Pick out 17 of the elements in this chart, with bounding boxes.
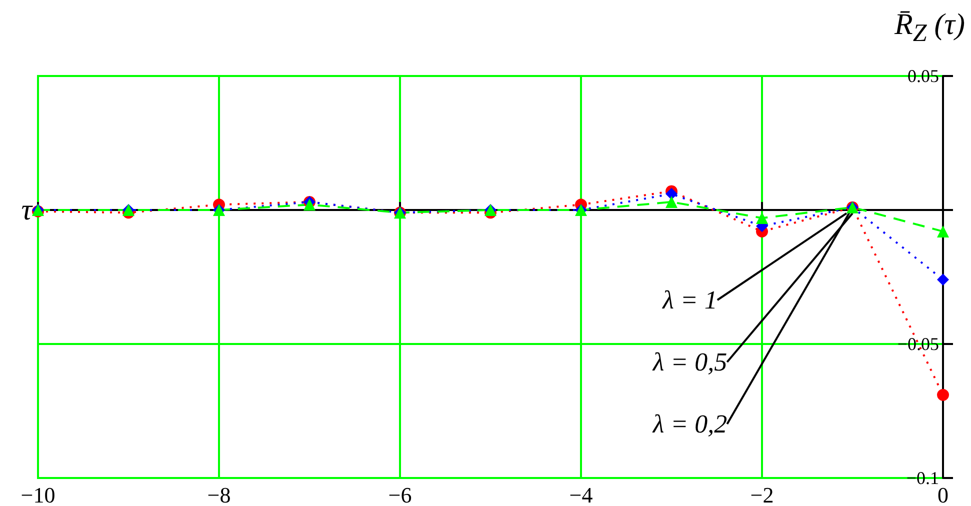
x-tick-label: −8 (207, 482, 231, 506)
point (666, 196, 678, 208)
point (937, 274, 949, 286)
point (937, 388, 949, 401)
point (666, 188, 678, 200)
x-tick-label: −2 (750, 482, 774, 506)
x-tick-label: −10 (20, 482, 56, 506)
point (937, 225, 949, 238)
text: λ = 0,5 (652, 348, 728, 376)
x-tick-label: −6 (388, 482, 412, 506)
point (304, 198, 316, 211)
x-axis-title: τ (21, 194, 34, 226)
text: λ = 0,2 (652, 410, 728, 438)
text: λ = 1 (662, 286, 718, 314)
x-tick-label: 0 (938, 482, 948, 506)
y-axis-title: R̄$_{Z}$ (τ) (894, 8, 965, 48)
x-tick-label: −4 (569, 482, 593, 506)
